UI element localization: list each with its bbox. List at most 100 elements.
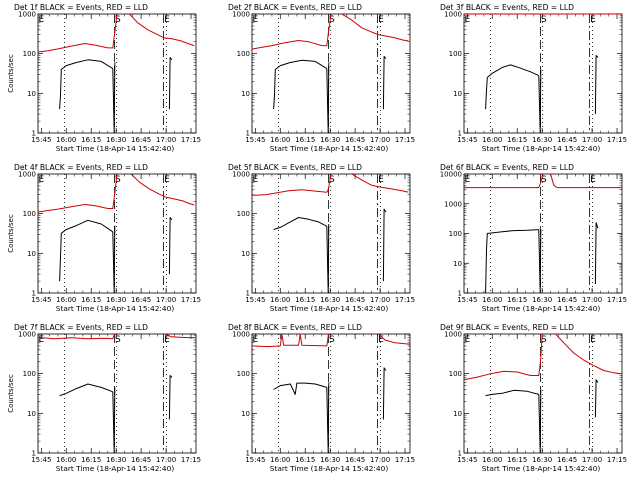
lld-line [38, 334, 115, 340]
events-line [326, 62, 330, 133]
plot-frame [251, 13, 411, 134]
lld-line [464, 174, 544, 189]
events-line [168, 375, 173, 420]
series-group [252, 14, 409, 133]
y-tick-label: 10 [27, 250, 36, 258]
panel-title: Det 2f BLACK = Events, RED = LLD [228, 3, 362, 12]
events-line [485, 64, 540, 110]
event-marker-label: S [329, 175, 335, 185]
x-tick-label: 17:00 [370, 296, 390, 304]
y-tick-label: 10 [27, 410, 36, 418]
events-line [273, 59, 328, 110]
event-marker-label: E [253, 175, 259, 185]
event-marker-label: E [39, 335, 45, 345]
y-tick-label: 1000 [444, 331, 462, 339]
events-line [112, 387, 116, 453]
y-tick-label: 100 [449, 50, 462, 58]
y-tick-label: 1 [32, 450, 36, 458]
x-tick-label: 17:15 [607, 296, 627, 304]
x-tick-label: 16:30 [106, 456, 126, 464]
series-group [464, 334, 621, 453]
events-line [59, 219, 114, 282]
x-tick-label: 16:00 [270, 456, 290, 464]
x-tick-label: 17:00 [582, 456, 602, 464]
events-line [112, 62, 116, 133]
events-line [382, 367, 387, 420]
y-tick-label: 1 [458, 450, 462, 458]
y-tick-label: 10 [241, 250, 250, 258]
lld-line [38, 14, 118, 53]
series-group [464, 14, 622, 133]
y-tick-label: 100 [23, 50, 36, 58]
x-tick-label: 15:45 [245, 456, 265, 464]
y-tick-label: 100 [23, 210, 36, 218]
panel-title: Det 3f BLACK = Events, RED = LLD [440, 3, 574, 12]
y-tick-label: 1000 [232, 11, 250, 19]
x-tick-label: 16:15 [507, 456, 527, 464]
x-tick-label: 16:15 [295, 136, 315, 144]
x-tick-label: 16:30 [106, 136, 126, 144]
events-line [326, 223, 330, 293]
x-tick-label: 17:15 [181, 296, 201, 304]
x-tick-label: 17:15 [395, 296, 415, 304]
event-marker-label: S [541, 335, 547, 345]
detector-panel-2: Det 2f BLACK = Events, RED = LLD 1 10 100 10… [228, 3, 415, 153]
x-tick-label: 15:45 [457, 296, 477, 304]
y-tick-label: 100 [449, 370, 462, 378]
x-tick-label: 17:15 [395, 456, 415, 464]
x-tick-label: 17:15 [181, 136, 201, 144]
events-line [273, 382, 327, 395]
event-marker-label: E [590, 175, 596, 185]
plot-frame [463, 13, 623, 134]
x-tick-label: 17:00 [370, 136, 390, 144]
y-tick-label: 1000 [18, 11, 36, 19]
lld-line [129, 14, 195, 47]
event-marker-label: S [115, 335, 121, 345]
panel-title: Det 4f BLACK = Events, RED = LLD [14, 163, 148, 172]
detector-panel-8: Det 8f BLACK = Events, RED = LLD 1 10 100 10… [228, 323, 415, 473]
x-tick-label: 16:15 [507, 136, 527, 144]
plot-frame [251, 173, 411, 294]
events-line [59, 59, 114, 110]
x-tick-label: 16:00 [482, 296, 502, 304]
x-tick-label: 16:45 [131, 456, 151, 464]
detector-panel-4: Det 4f BLACK = Events, RED = LLD 1 10 100 10… [7, 163, 201, 313]
x-tick-label: 17:15 [607, 456, 627, 464]
panel-title: Det 1f BLACK = Events, RED = LLD [14, 3, 148, 12]
x-tick-label: 16:45 [345, 456, 365, 464]
event-marker-label: E [253, 335, 259, 345]
y-tick-label: 100 [449, 230, 462, 238]
series-group [38, 14, 195, 133]
x-tick-label: 16:30 [532, 456, 552, 464]
y-tick-label: 1000 [18, 331, 36, 339]
series-group [252, 174, 409, 293]
event-marker-label: E [465, 335, 471, 345]
plot-frame [37, 333, 197, 454]
x-axis-label: Start Time (18-Apr-14 15:42:40) [56, 144, 175, 153]
y-axis-label: Counts/sec [7, 214, 15, 253]
lld-line [252, 174, 332, 196]
event-marker-label: E [164, 175, 170, 185]
lld-line [351, 174, 409, 193]
event-marker-label: E [590, 15, 596, 25]
event-marker-label: S [329, 15, 335, 25]
y-axis-label: Counts/sec [7, 374, 15, 413]
event-marker-label: E [253, 15, 259, 25]
x-tick-label: 16:45 [557, 296, 577, 304]
x-tick-label: 16:30 [320, 296, 340, 304]
events-line [594, 55, 599, 115]
x-tick-label: 16:30 [532, 136, 552, 144]
y-tick-label: 1 [246, 130, 250, 138]
y-tick-label: 10 [453, 90, 462, 98]
x-axis-label: Start Time (18-Apr-14 15:42:40) [56, 464, 175, 473]
panel-title: Det 7f BLACK = Events, RED = LLD [14, 323, 148, 332]
x-tick-label: 16:00 [482, 136, 502, 144]
lld-line [38, 174, 118, 213]
lld-line [130, 174, 195, 206]
y-tick-label: 1000 [444, 11, 462, 19]
lld-line [165, 334, 196, 339]
plot-frame [37, 13, 197, 134]
event-marker-label: E [378, 175, 384, 185]
x-tick-label: 16:00 [56, 296, 76, 304]
events-line [485, 229, 539, 293]
